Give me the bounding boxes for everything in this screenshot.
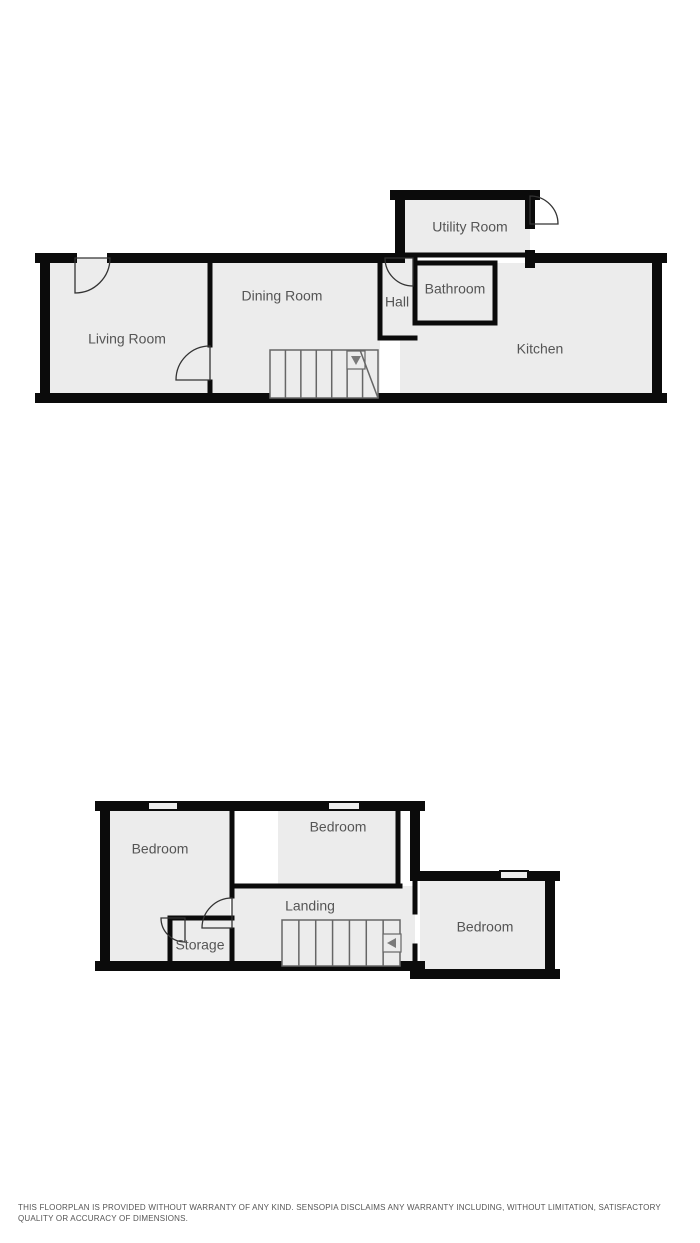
room-label-hall: Hall [385, 294, 409, 310]
room-label-kitchen: Kitchen [517, 341, 564, 357]
ground-floor: Living Room Dining Room Hall Bathroom Utilit… [40, 195, 662, 398]
room-label-bed2: Bedroom [310, 819, 367, 835]
floorplan-canvas: Living Room Dining Room Hall Bathroom Utilit… [0, 0, 700, 1243]
room-label-storage: Storage [175, 937, 224, 953]
room-label-bed3: Bedroom [457, 919, 514, 935]
room-label-utility: Utility Room [432, 219, 507, 235]
room-label-landing: Landing [285, 898, 335, 914]
room-label-bath: Bathroom [425, 281, 486, 297]
room-label-dining: Dining Room [242, 288, 323, 304]
room-label-bed1: Bedroom [132, 841, 189, 857]
room-label-living: Living Room [88, 331, 166, 347]
disclaimer-text: THIS FLOORPLAN IS PROVIDED WITHOUT WARRA… [18, 1203, 682, 1225]
upper-floor: Bedroom Bedroom Bedroom Landing Storage [100, 802, 555, 974]
